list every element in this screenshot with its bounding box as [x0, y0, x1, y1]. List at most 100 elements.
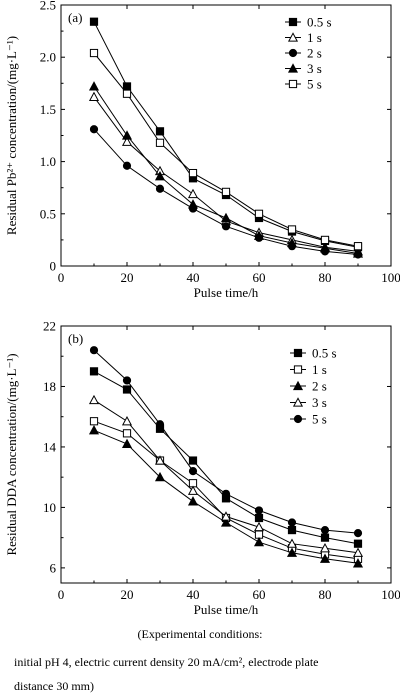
legend-marker [293, 348, 303, 358]
chart-panel-1: 0 20 40 60 80 100 0 0.5 1.0 1.5 2.0 2.5 (a) Pulse tim… [4, 0, 400, 300]
data-point [320, 533, 330, 542]
y-tick-label: 0.5 [40, 206, 56, 221]
data-point [286, 237, 298, 248]
data-point [320, 525, 330, 535]
data-point [155, 420, 165, 429]
x-tick-label: 20 [121, 587, 134, 602]
legend-marker [287, 32, 299, 42]
data-point [188, 467, 198, 476]
data-point [187, 485, 199, 495]
caption-line-3: distance 30 mm) [14, 679, 94, 693]
data-point [89, 17, 99, 26]
y-tick-label: 2.5 [40, 0, 56, 13]
data-point [353, 539, 363, 548]
series-5-s [89, 346, 363, 538]
data-point [286, 547, 298, 557]
legend-label: 0.5 s [312, 346, 337, 361]
data-point [287, 225, 297, 234]
legend-marker [292, 397, 304, 407]
legend-marker [287, 63, 299, 73]
legend: 0.5 s1 s2 s3 s5 s [285, 15, 332, 92]
data-point [220, 212, 232, 223]
data-point [88, 91, 100, 101]
caption-line-1: (Experimental conditions: [137, 627, 263, 641]
series-3-s [88, 394, 364, 557]
data-point [121, 136, 133, 146]
data-point [353, 242, 363, 251]
data-point [188, 456, 198, 465]
data-point [220, 517, 232, 527]
y-tick-label: 14 [43, 439, 57, 454]
legend-label: 5 s [307, 77, 322, 92]
x-tick-label: 60 [253, 587, 266, 602]
data-point [287, 518, 297, 527]
data-point [154, 455, 166, 465]
data-point [287, 525, 297, 535]
data-point [187, 496, 199, 506]
data-point [253, 536, 265, 547]
data-point [254, 506, 264, 515]
legend: 0.5 s1 s2 s3 s5 s [290, 346, 337, 427]
data-point [286, 538, 298, 548]
data-point [155, 127, 165, 136]
plot-frame [60, 325, 392, 584]
y-axis-label: Residual DDA concentration/(mg·L⁻¹) [4, 353, 19, 555]
data-point [88, 425, 100, 435]
data-point [221, 222, 231, 231]
legend-label: 2 s [312, 379, 327, 394]
x-tick-label: 0 [58, 587, 65, 602]
legend-label: 1 s [312, 362, 327, 377]
x-tick-label: 60 [253, 270, 266, 285]
data-point [254, 209, 264, 218]
y-tick-label: 2.0 [40, 50, 56, 65]
data-point [122, 161, 132, 170]
x-tick-label: 40 [187, 587, 200, 602]
x-axis-label: Pulse time/h [194, 602, 259, 617]
y-tick-label: 1.0 [40, 154, 56, 169]
data-point [88, 394, 100, 405]
data-point [352, 558, 364, 568]
series-5-s [89, 48, 363, 251]
data-point [352, 547, 364, 557]
legend-label: 3 s [307, 61, 322, 76]
data-point [155, 184, 165, 193]
x-tick-label: 100 [381, 587, 400, 602]
x-tick-label: 80 [319, 587, 332, 602]
chart-panel-2: 0 20 40 60 80 100 6 10 14 18 22 (b) Pulse time/h Resi… [4, 319, 400, 618]
data-point [319, 242, 331, 253]
data-point [121, 438, 133, 449]
data-point [187, 188, 199, 199]
legend-marker [288, 17, 298, 27]
caption-line-2: initial pH 4, electric current density 2… [14, 655, 319, 669]
legend-label: 1 s [307, 30, 322, 45]
data-point [122, 82, 132, 91]
series-1-s [88, 91, 364, 256]
data-point [154, 170, 166, 181]
y-tick-label: 0 [50, 259, 57, 274]
legend-label: 3 s [312, 395, 327, 410]
legend-marker [288, 79, 298, 89]
legend-marker [292, 380, 304, 391]
data-point [221, 489, 231, 498]
legend-marker [288, 48, 298, 58]
data-point [89, 417, 99, 426]
data-point [88, 81, 100, 91]
panel-label: (a) [68, 10, 82, 25]
data-point [320, 235, 330, 245]
data-point [122, 385, 132, 394]
legend-label: 2 s [307, 46, 322, 61]
data-point [319, 542, 331, 553]
x-tick-label: 100 [381, 270, 400, 285]
data-point [89, 367, 99, 376]
data-point [89, 125, 99, 134]
data-point [352, 248, 364, 258]
legend-label: 0.5 s [307, 15, 332, 30]
series-3-s [88, 81, 364, 258]
data-point [155, 138, 165, 147]
data-point [121, 130, 133, 140]
data-point [188, 168, 198, 178]
data-point [187, 199, 199, 209]
data-point [221, 187, 231, 196]
y-tick-label: 10 [43, 500, 56, 515]
